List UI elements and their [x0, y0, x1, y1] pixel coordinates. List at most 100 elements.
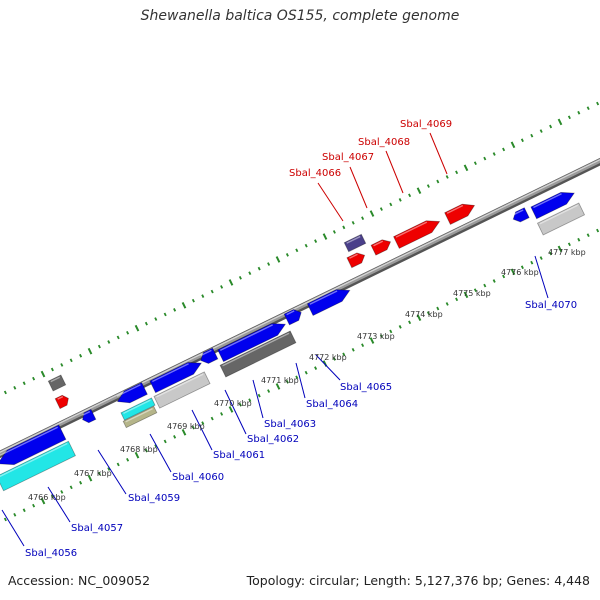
- major-tick: [40, 497, 46, 505]
- minor-tick: [332, 357, 336, 361]
- gene-gray-small-shine: [50, 376, 61, 383]
- gene-red-small-body: [54, 394, 69, 410]
- minor-tick: [577, 110, 581, 115]
- major-tick: [510, 268, 516, 276]
- minor-tick: [492, 152, 496, 156]
- gene-blue-b-body: [530, 192, 575, 220]
- major-tick: [40, 370, 46, 378]
- leader-sbal-4059: [97, 449, 127, 495]
- minor-tick: [238, 275, 242, 280]
- gene-sbal-4066-purple: [343, 233, 367, 253]
- minor-tick: [257, 266, 261, 271]
- gene-blue-g-shine: [152, 363, 189, 383]
- minor-tick: [473, 288, 477, 293]
- scale-label: 4774 kbp: [405, 310, 443, 319]
- gene-blue-d: [283, 309, 302, 326]
- minor-tick: [530, 133, 534, 138]
- major-tick: [228, 279, 234, 286]
- major-tick: [416, 314, 422, 322]
- gene-sbal-4060: [120, 397, 156, 421]
- minor-tick: [60, 363, 64, 367]
- gene-blue-f-body: [200, 347, 219, 364]
- minor-tick: [210, 289, 214, 294]
- reverse-gene-labels: Sbal_4056 Sbal_4057 Sbal_4059 Sbal_4060 …: [25, 300, 577, 559]
- minor-tick: [483, 283, 487, 288]
- gene-red-small: [54, 394, 69, 410]
- major-tick: [557, 118, 563, 126]
- minor-tick: [173, 435, 177, 439]
- minor-tick: [295, 375, 299, 380]
- minor-tick: [445, 175, 449, 179]
- minor-tick: [126, 457, 130, 462]
- minor-tick: [426, 311, 430, 315]
- minor-tick: [107, 467, 111, 471]
- minor-tick: [379, 334, 383, 338]
- gene-sbal-4059-body: [122, 405, 158, 429]
- minor-tick: [201, 294, 205, 298]
- gene-blue-f-shine: [200, 349, 212, 357]
- gene-sbal-4068-shine: [395, 221, 428, 238]
- gene-sbal-4070-body: [536, 202, 586, 236]
- gene-blue-e: [217, 323, 287, 363]
- minor-tick: [97, 471, 101, 476]
- major-tick: [181, 428, 187, 436]
- minor-tick: [332, 230, 336, 234]
- minor-tick: [408, 193, 412, 198]
- minor-tick: [314, 239, 318, 243]
- minor-tick: [285, 380, 289, 384]
- gene-label-sbal-4060: Sbal_4060: [172, 472, 224, 483]
- scale-label: 4769 kbp: [167, 422, 205, 431]
- gene-blue-f: [200, 347, 219, 364]
- gene-label-sbal-4056: Sbal_4056: [25, 548, 77, 559]
- gene-sbal-4061-shine: [156, 373, 204, 398]
- scale-label: 4777 kbp: [548, 248, 586, 257]
- minor-tick: [50, 367, 54, 372]
- gene-label-sbal-4059: Sbal_4059: [128, 493, 180, 504]
- scale-label: 4773 kbp: [357, 332, 395, 341]
- minor-tick: [586, 106, 590, 110]
- minor-tick: [304, 370, 308, 375]
- minor-tick: [389, 329, 393, 334]
- minor-tick: [567, 242, 571, 247]
- gene-sbal-4070: [536, 202, 586, 236]
- minor-tick: [520, 265, 524, 270]
- gene-sbal-4068-body: [393, 220, 441, 249]
- gene-blue-c-shine: [309, 290, 338, 305]
- minor-tick: [154, 444, 158, 448]
- gene-sbal-4063-body: [219, 330, 297, 378]
- minor-tick: [22, 508, 26, 513]
- gene-blue-j-shine: [0, 426, 59, 458]
- minor-tick: [13, 512, 17, 517]
- gene-label-sbal-4064: Sbal_4064: [306, 399, 358, 410]
- forward-gene-labels: Sbal_4066 Sbal_4067 Sbal_4068 Sbal_4069: [289, 119, 452, 179]
- major-tick: [181, 301, 187, 309]
- gene-blue-g: [149, 362, 203, 394]
- minor-tick: [69, 358, 73, 363]
- minor-tick: [32, 503, 36, 508]
- minor-tick: [455, 170, 459, 175]
- minor-tick: [107, 340, 111, 344]
- scale-label: 4767 kbp: [74, 469, 112, 478]
- gene-sbal-4067: [370, 239, 392, 256]
- leader-sbal-4057: [47, 486, 71, 523]
- gene-blue-b-shine: [533, 193, 562, 209]
- minor-tick: [351, 220, 355, 225]
- minor-tick: [267, 389, 271, 393]
- gene-sbal-4067-body: [370, 239, 392, 256]
- minor-tick: [502, 147, 506, 152]
- minor-tick: [163, 439, 167, 444]
- gene-gray-small-body: [47, 374, 67, 392]
- leader-sbal-4067: [349, 166, 368, 209]
- gene-label-sbal-4057: Sbal_4057: [71, 523, 123, 534]
- gene-sbal-4069-shine: [446, 204, 464, 214]
- gene-sbal-4066-purple-body: [343, 233, 367, 253]
- gene-blue-h-body: [116, 382, 148, 404]
- scale-label: 4771 kbp: [261, 376, 299, 385]
- leader-sbal-4056: [1, 509, 25, 547]
- major-tick: [369, 337, 375, 344]
- minor-tick: [257, 393, 261, 398]
- minor-tick: [361, 216, 365, 221]
- gene-blue-d-shine: [286, 310, 295, 316]
- minor-tick: [361, 343, 365, 348]
- minor-tick: [50, 494, 54, 499]
